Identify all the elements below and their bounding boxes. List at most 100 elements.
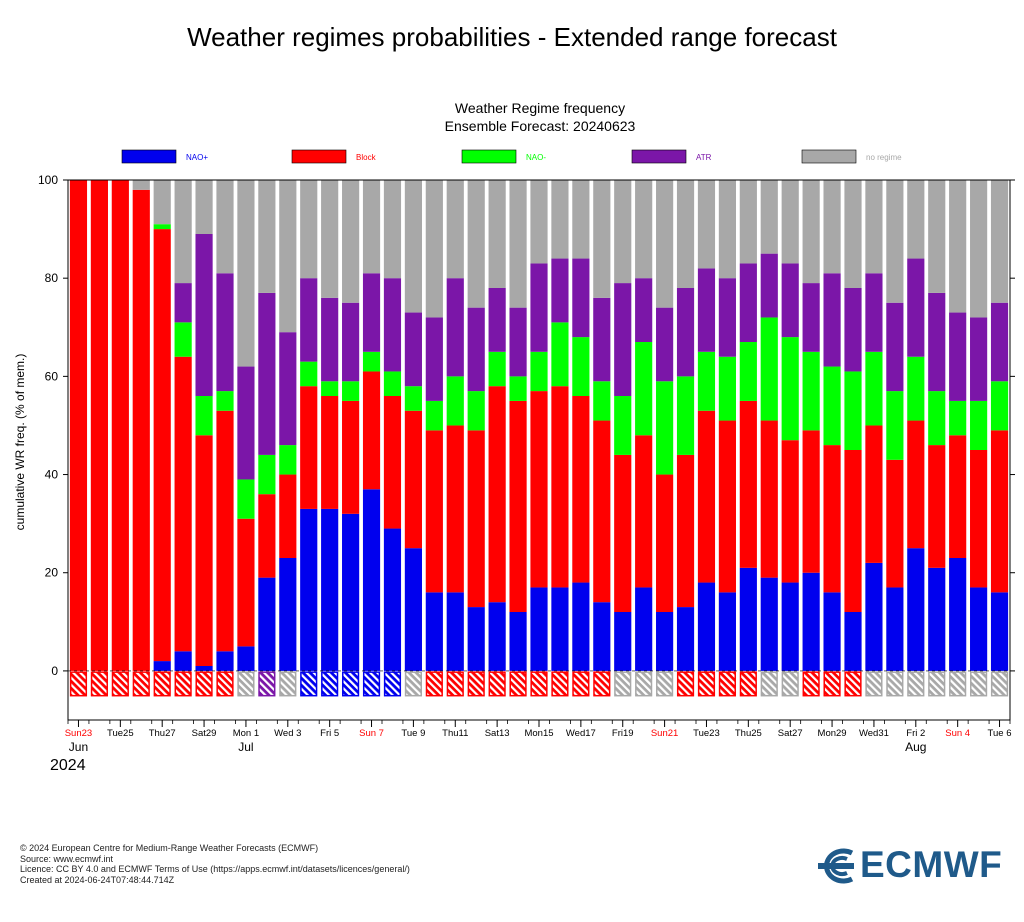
bar-block-15: [383, 396, 402, 529]
x-tick-label: Tue 6: [988, 728, 1012, 739]
dominant-hatch-35: [804, 672, 819, 695]
bar-nao--10: [279, 445, 297, 475]
bar-nao--39: [886, 391, 904, 460]
legend-label: NAO+: [186, 153, 208, 162]
bar-block-42: [949, 435, 967, 558]
dominant-hatch-38: [866, 672, 882, 695]
dominant-hatch-26: [615, 672, 630, 695]
bar-nao--44: [990, 592, 1009, 671]
dominant-hatch-13: [343, 672, 358, 695]
bar-block-31: [718, 420, 736, 593]
bar-nao--38: [865, 562, 883, 671]
bar-nao--23: [551, 587, 569, 671]
dominant-hatch-31: [720, 672, 735, 695]
dominant-hatch-11: [301, 672, 316, 695]
bar-block-16: [404, 410, 422, 549]
bar-nao--21: [509, 376, 527, 401]
bar-atr-18: [446, 278, 464, 377]
bar-nao--44: [990, 381, 1009, 431]
bar-no-regime-18: [446, 180, 464, 279]
bar-nao--43: [970, 400, 988, 450]
bar-atr-25: [593, 297, 611, 382]
bar-block-17: [425, 430, 443, 593]
bar-no-regime-27: [635, 180, 653, 279]
dominant-hatch-5: [176, 672, 191, 695]
bar-no-regime-41: [928, 180, 946, 293]
x-tick-label: Mon 1: [233, 728, 259, 739]
dominant-hatch-28: [657, 672, 672, 695]
bar-nao--9: [258, 454, 276, 495]
bar-block-40: [907, 420, 925, 549]
bar-atr-5: [174, 283, 192, 323]
dominant-hatch-8: [238, 672, 254, 695]
bar-block-14: [362, 371, 381, 490]
bar-no-regime-5: [174, 180, 192, 284]
bar-block-35: [802, 430, 820, 573]
bar-block-1: [90, 180, 108, 671]
dominant-hatch-41: [929, 672, 944, 695]
bar-nao--32: [739, 567, 757, 671]
bar-no-regime-24: [572, 180, 590, 259]
month-label: Aug: [905, 740, 926, 754]
bar-no-regime-14: [362, 180, 381, 274]
licence-line: Licence: CC BY 4.0 and ECMWF Terms of Us…: [20, 864, 410, 874]
legend-swatch-atr: [631, 149, 687, 164]
bar-nao--15: [383, 371, 402, 396]
dominant-hatch-25: [594, 672, 609, 695]
bar-nao--40: [907, 356, 925, 421]
bar-block-37: [844, 450, 862, 612]
x-tick-label: Wed31: [859, 728, 889, 739]
bar-atr-24: [572, 258, 590, 338]
year-label: 2024: [50, 757, 86, 774]
bar-nao--41: [928, 391, 946, 446]
bar-nao--27: [635, 342, 653, 436]
bar-atr-34: [781, 263, 799, 338]
bar-nao--30: [697, 351, 716, 411]
bar-block-13: [342, 400, 360, 514]
bar-block-43: [970, 450, 988, 588]
x-tick-label: Fri19: [612, 728, 634, 739]
bar-no-regime-34: [781, 180, 799, 264]
bar-no-regime-7: [216, 180, 234, 274]
bar-no-regime-32: [739, 180, 757, 264]
x-tick-label: Thu11: [442, 728, 468, 739]
dominant-hatch-9: [259, 672, 274, 695]
bar-block-28: [656, 474, 674, 612]
created-line: Created at 2024-06-24T07:48:44.714Z: [20, 874, 175, 885]
bar-no-regime-4: [153, 180, 171, 225]
bar-nao--22: [530, 351, 548, 392]
bar-block-23: [551, 386, 569, 588]
bar-no-regime-25: [593, 180, 611, 298]
x-tick-label: Tue23: [693, 728, 720, 739]
bar-no-regime-39: [886, 180, 904, 303]
x-tick-label: Sat27: [778, 728, 803, 739]
bar-atr-44: [990, 302, 1009, 382]
bar-no-regime-19: [467, 180, 485, 308]
bar-no-regime-13: [342, 180, 360, 303]
bar-nao--20: [488, 602, 506, 671]
bar-nao--11: [300, 508, 318, 671]
bar-nao--40: [907, 548, 925, 671]
bar-no-regime-11: [300, 180, 318, 279]
dominant-hatch-1: [92, 672, 107, 695]
bar-block-36: [823, 445, 841, 593]
dominant-hatch-44: [992, 672, 1007, 695]
bar-nao--22: [530, 587, 548, 671]
bar-nao--14: [362, 351, 381, 372]
dominant-hatch-6: [196, 672, 212, 695]
bar-nao--18: [446, 376, 464, 426]
bar-atr-29: [676, 288, 695, 377]
bar-no-regime-9: [258, 180, 276, 293]
y-tick-label: 80: [45, 271, 59, 285]
x-tick-label: Mon15: [524, 728, 553, 739]
x-tick-label: Mon29: [818, 728, 847, 739]
bar-no-regime-43: [970, 180, 988, 318]
bar-atr-28: [656, 307, 674, 382]
bar-nao--41: [928, 567, 946, 671]
bar-no-regime-29: [676, 180, 695, 288]
ecmwf-emblem-icon: [818, 848, 854, 884]
x-tick-label: Tue 9: [401, 728, 425, 739]
month-label: Jul: [238, 740, 253, 754]
bar-no-regime-22: [530, 180, 548, 264]
bar-atr-9: [258, 292, 276, 455]
